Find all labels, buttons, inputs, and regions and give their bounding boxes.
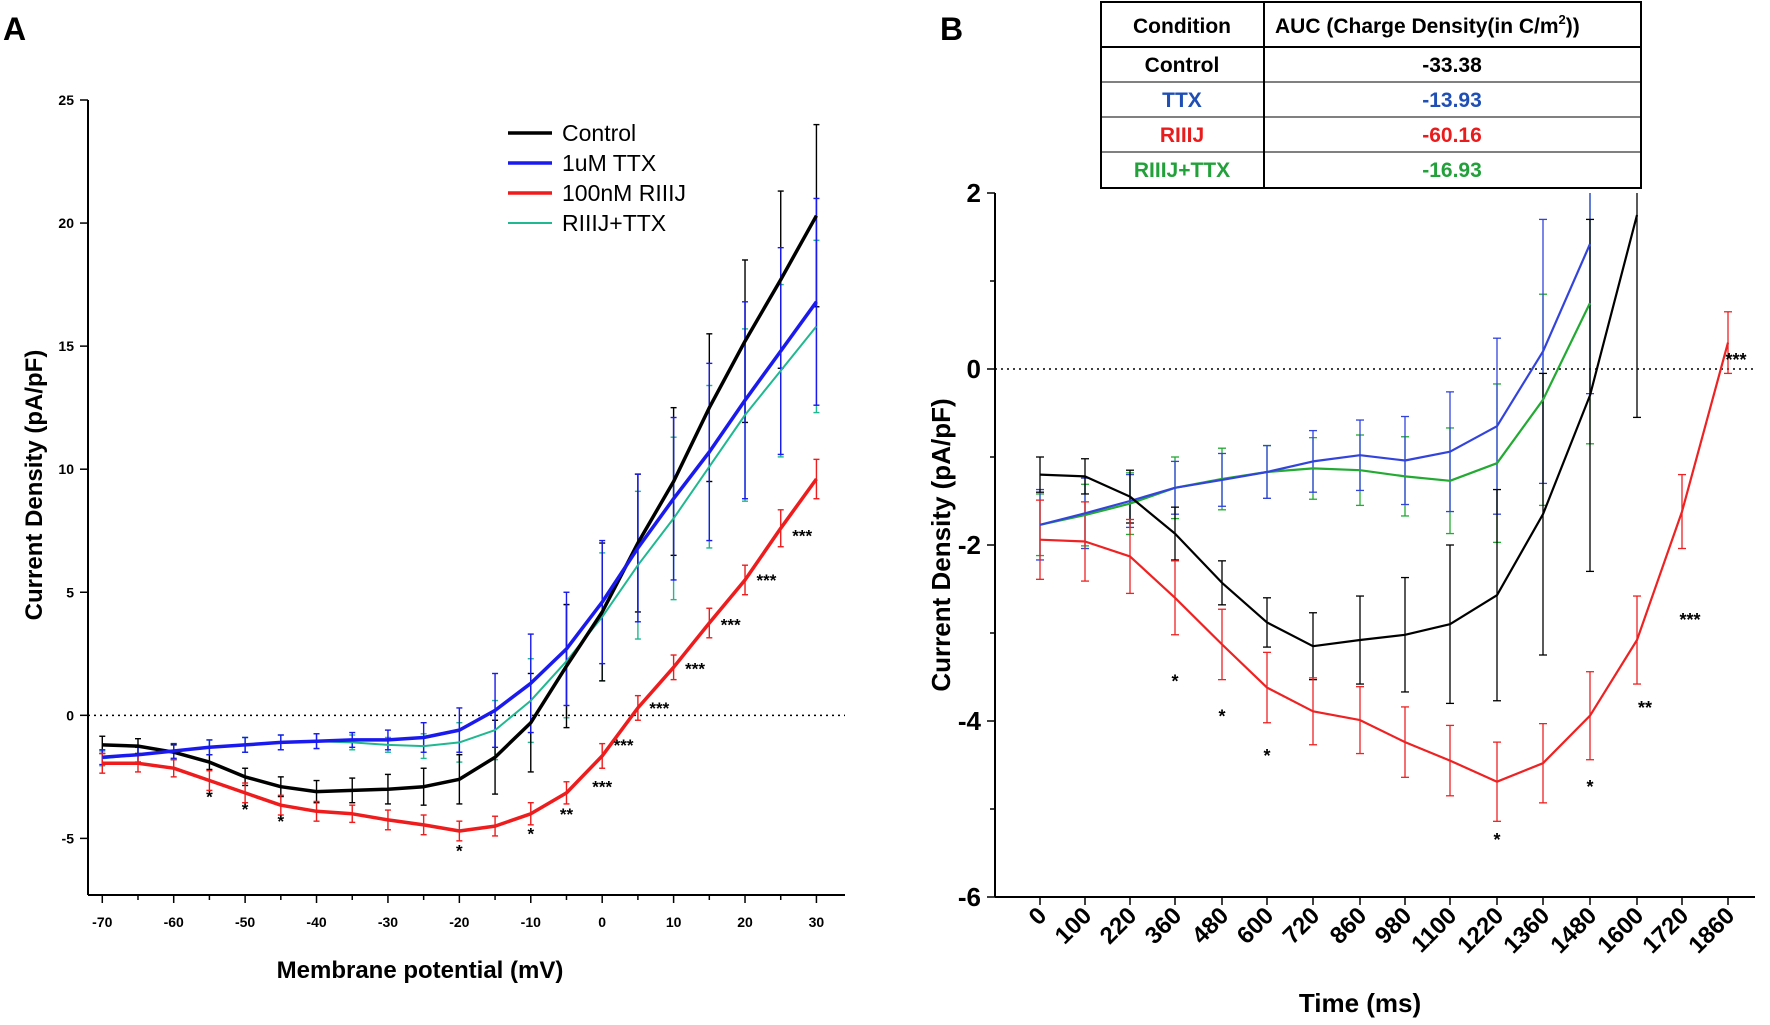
- panel-b-y-tick-label: 0: [967, 354, 981, 384]
- panel-a-significance-marker: ***: [792, 527, 812, 546]
- panel-a-series-line-control: [102, 214, 818, 794]
- panel-a-y-tick-label: 5: [66, 584, 74, 600]
- auc-table-condition-riiij: RIIIJ: [1160, 124, 1204, 147]
- panel-a-significance-marker: ***: [614, 736, 634, 755]
- panel-b-significance-marker: ***: [1725, 350, 1746, 370]
- panel-b-x-tick-label: 220: [1095, 902, 1142, 949]
- panel-a-x-tick-label: 0: [598, 914, 606, 930]
- panel-a-x-tick-label: -40: [306, 914, 326, 930]
- panel-b-significance-marker: *: [1218, 707, 1225, 727]
- auc-table-condition-control: Control: [1145, 54, 1220, 77]
- panel-b-significance-marker: **: [1638, 698, 1652, 718]
- panel-a-significance-marker: *: [278, 812, 285, 831]
- panel-a-legend: Control 1uM TTX 100nM RIIIJ RIIIJ+TTX: [508, 120, 686, 236]
- panel-b-significance-marker: *: [1171, 671, 1178, 691]
- panel-b-x-tick-label: 1720: [1637, 902, 1694, 959]
- panel-a-significance-marker: ***: [649, 699, 669, 718]
- auc-table-header-auc: AUC (Charge Density(in C/m2)): [1275, 12, 1580, 38]
- panel-label-a: A: [3, 11, 26, 47]
- panel-a-y-tick-label: -5: [62, 830, 75, 846]
- panel-a-significance-marker: *: [206, 788, 213, 807]
- panel-b-x-tick-label: 1860: [1683, 902, 1740, 959]
- panel-a-y-axis-label: Current Density (pA/pF): [21, 350, 48, 621]
- panel-a-y-tick-label: 10: [58, 461, 74, 477]
- panel-b-x-tick-label: 1100: [1406, 902, 1462, 958]
- auc-table-value-riiij: -60.16: [1422, 124, 1482, 147]
- panel-a-x-tick-label: -60: [164, 914, 184, 930]
- panel-a-significance-marker: ***: [592, 778, 612, 797]
- auc-table-value-ttx: -13.93: [1422, 89, 1482, 112]
- panel-b-series-line-ttx: [1039, 243, 1592, 526]
- panel-b-y-tick-label: -4: [958, 706, 982, 736]
- panel-a-legend-label-100nm-riiij: 100nM RIIIJ: [562, 180, 686, 206]
- panel-b-series-line-riiij: [1039, 342, 1730, 783]
- panel-a-legend-label-control: Control: [562, 120, 636, 146]
- panel-a-series-line-1um-ttx: [102, 300, 818, 759]
- panel-a-x-tick-label: -20: [449, 914, 469, 930]
- panel-b-significance-marker: *: [1493, 830, 1500, 850]
- panel-a-significance-marker: ***: [685, 660, 705, 679]
- panel-b-x-tick-label: 1480: [1545, 902, 1602, 959]
- panel-b-x-tick-label: 1220: [1452, 902, 1509, 959]
- panel-b-series-line-control: [1039, 214, 1639, 648]
- panel-a-significance-marker: *: [242, 800, 249, 819]
- panel-a-significance-marker: ***: [757, 571, 777, 590]
- panel-a-legend-label-1um-ttx: 1uM TTX: [562, 150, 656, 176]
- panel-a-x-tick-label: -30: [378, 914, 398, 930]
- panel-b-series-line-riiij-ttx: [1039, 302, 1591, 526]
- auc-table: Condition AUC (Charge Density(in C/m2)) …: [1100, 1, 1642, 189]
- panel-b-x-tick-label: 1360: [1498, 902, 1555, 959]
- panel-b-x-axis-label: Time (ms): [1299, 988, 1421, 1018]
- auc-table-condition-riiij-ttx: RIIIJ+TTX: [1134, 159, 1230, 182]
- panel-b-y-tick-label: -6: [958, 882, 981, 912]
- panel-a-y-tick-label: 20: [58, 215, 74, 231]
- panel-b-x-tick-label: 480: [1187, 902, 1234, 949]
- panel-b-significance-marker: *: [1586, 777, 1593, 797]
- panel-a-y-tick-label: 0: [66, 707, 74, 723]
- panel-a-series-line-100nm-riiij: [102, 477, 818, 833]
- panel-b-x-tick-label: 1600: [1592, 902, 1649, 959]
- panel-b-y-axis-label: Current Density (pA/pF): [926, 398, 956, 691]
- panel-a-x-tick-label: -50: [235, 914, 255, 930]
- panel-a-x-tick-label: -70: [92, 914, 112, 930]
- panel-a-y-tick-label: 15: [58, 338, 74, 354]
- panel-b-x-tick-label: 600: [1232, 902, 1279, 949]
- panel-a-significance-marker: **: [560, 805, 574, 824]
- panel-b-y-tick-label: 2: [967, 178, 981, 208]
- panel-label-b: B: [940, 11, 963, 47]
- auc-table-header-condition: Condition: [1133, 15, 1231, 38]
- panel-a-x-tick-label: -10: [521, 914, 541, 930]
- auc-table-value-control: -33.38: [1422, 54, 1482, 77]
- panel-a-legend-label-riiij-ttx: RIIIJ+TTX: [562, 210, 666, 236]
- panel-a-x-tick-label: 20: [737, 914, 753, 930]
- panel-b-x-tick-label: 0: [1024, 902, 1053, 931]
- panel-a-x-axis-label: Membrane potential (mV): [277, 957, 564, 984]
- panel-b-x-tick-label: 360: [1140, 902, 1187, 949]
- panel-a-significance-marker: ***: [721, 615, 741, 634]
- panel-b-y-tick-label: -2: [958, 530, 981, 560]
- panel-b-x-tick-label: 860: [1325, 902, 1372, 949]
- auc-table-condition-ttx: TTX: [1162, 89, 1202, 112]
- auc-table-value-riiij-ttx: -16.93: [1422, 159, 1482, 182]
- panel-a-x-tick-label: 30: [809, 914, 825, 930]
- panel-b-x-tick-label: 100: [1050, 902, 1097, 949]
- panel-b-x-tick-label: 720: [1278, 902, 1325, 949]
- panel-a-significance-marker: *: [527, 824, 534, 843]
- panel-a-x-tick-label: 10: [666, 914, 682, 930]
- panel-a-y-tick-label: 25: [58, 92, 74, 108]
- panel-b-significance-marker: *: [1263, 746, 1270, 766]
- panel-a-significance-marker: *: [456, 842, 463, 861]
- panel-b-significance-marker: ***: [1679, 610, 1700, 630]
